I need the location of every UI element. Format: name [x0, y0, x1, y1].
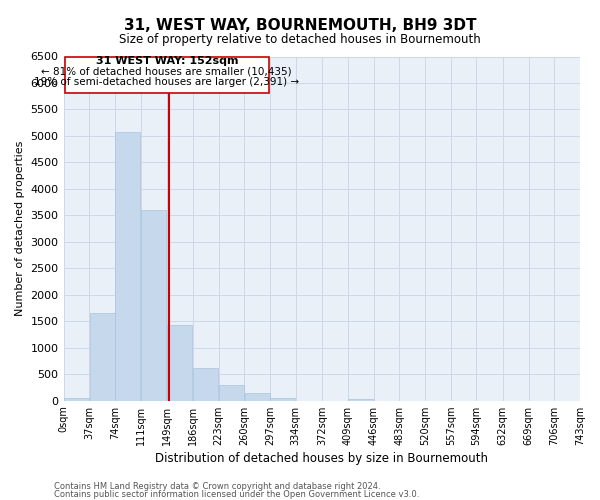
FancyBboxPatch shape [65, 57, 269, 93]
Text: 31, WEST WAY, BOURNEMOUTH, BH9 3DT: 31, WEST WAY, BOURNEMOUTH, BH9 3DT [124, 18, 476, 32]
Y-axis label: Number of detached properties: Number of detached properties [15, 141, 25, 316]
Text: 19% of semi-detached houses are larger (2,391) →: 19% of semi-detached houses are larger (… [34, 77, 299, 87]
Bar [348, 398, 373, 400]
Text: 31 WEST WAY: 152sqm: 31 WEST WAY: 152sqm [95, 56, 238, 66]
Bar [141, 210, 166, 400]
Bar [219, 385, 244, 400]
Text: Contains public sector information licensed under the Open Government Licence v3: Contains public sector information licen… [54, 490, 419, 499]
Bar [89, 314, 115, 400]
Bar [193, 368, 218, 400]
Bar [245, 393, 269, 400]
Text: ← 81% of detached houses are smaller (10,435): ← 81% of detached houses are smaller (10… [41, 66, 292, 76]
Text: Contains HM Land Registry data © Crown copyright and database right 2024.: Contains HM Land Registry data © Crown c… [54, 482, 380, 491]
Bar [167, 325, 193, 400]
Text: Size of property relative to detached houses in Bournemouth: Size of property relative to detached ho… [119, 32, 481, 46]
Bar [271, 398, 295, 400]
Bar [64, 398, 89, 400]
X-axis label: Distribution of detached houses by size in Bournemouth: Distribution of detached houses by size … [155, 452, 488, 465]
Bar [115, 132, 140, 400]
